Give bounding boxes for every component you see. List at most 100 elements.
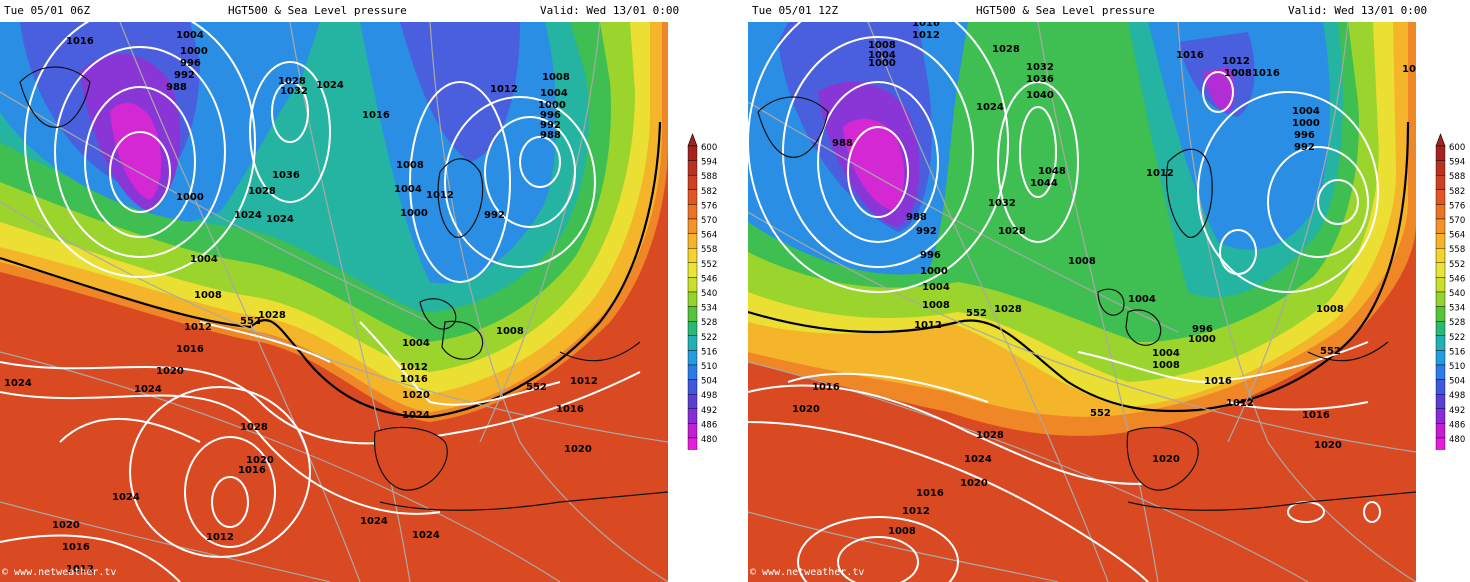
colorbar-swatch xyxy=(1435,437,1446,450)
svg-text:1008: 1008 xyxy=(868,40,896,51)
svg-text:1024: 1024 xyxy=(4,378,32,389)
chart-title: HGT500 & Sea Level pressure xyxy=(228,4,407,17)
colorbar-label: 564 xyxy=(1449,231,1465,241)
svg-text:1008: 1008 xyxy=(888,526,916,537)
colorbar-label: 564 xyxy=(701,231,717,241)
svg-text:1000: 1000 xyxy=(868,58,896,69)
svg-text:988: 988 xyxy=(906,212,927,223)
valid-time: Valid: Wed 13/01 0:00 xyxy=(1288,4,1428,17)
svg-text:10: 10 xyxy=(1402,64,1416,75)
svg-text:988: 988 xyxy=(166,82,187,93)
svg-text:1000: 1000 xyxy=(1188,334,1216,345)
svg-text:1028: 1028 xyxy=(976,430,1004,441)
colorbar-swatch xyxy=(687,145,698,161)
colorbar-swatch xyxy=(1435,218,1446,234)
colorbar-label: 570 xyxy=(701,216,717,226)
svg-text:1016: 1016 xyxy=(362,110,390,121)
svg-text:1020: 1020 xyxy=(402,390,430,401)
valid-time: Valid: Wed 13/01 0:00 xyxy=(540,4,680,17)
colorbar-label: 576 xyxy=(1449,201,1465,211)
svg-text:1024: 1024 xyxy=(976,102,1004,113)
colorbar-swatch xyxy=(687,175,698,191)
colorbar-swatch xyxy=(1435,247,1446,263)
svg-text:1032: 1032 xyxy=(1026,62,1054,73)
svg-text:996: 996 xyxy=(1294,130,1315,141)
svg-text:1008: 1008 xyxy=(496,326,524,337)
svg-text:1004: 1004 xyxy=(1292,106,1320,117)
svg-text:1028: 1028 xyxy=(258,310,286,321)
colorbar-swatch xyxy=(1435,423,1446,439)
colorbar-swatch xyxy=(1435,175,1446,191)
svg-text:1008: 1008 xyxy=(1224,68,1252,79)
svg-text:1000: 1000 xyxy=(920,266,948,277)
colorbar-swatch xyxy=(687,189,698,205)
svg-text:1016: 1016 xyxy=(912,22,940,29)
colorbar-swatch xyxy=(1435,350,1446,366)
colorbar-swatch xyxy=(1435,277,1446,293)
svg-text:1012: 1012 xyxy=(1226,398,1254,409)
svg-text:1004: 1004 xyxy=(176,30,204,41)
svg-text:1004: 1004 xyxy=(394,184,422,195)
colorbar-swatch xyxy=(1435,320,1446,336)
svg-text:1020: 1020 xyxy=(156,366,184,377)
colorbar-label: 480 xyxy=(701,435,717,445)
colorbar-label: 534 xyxy=(701,304,717,314)
colorbar-label: 594 xyxy=(701,158,717,168)
colorbar-swatch xyxy=(1435,364,1446,380)
colorbar-swatch xyxy=(1435,204,1446,220)
chart-title: HGT500 & Sea Level pressure xyxy=(976,4,1155,17)
svg-text:1000: 1000 xyxy=(400,208,428,219)
colorbar-label: 516 xyxy=(701,347,717,357)
colorbar-label: 582 xyxy=(1449,187,1465,197)
svg-text:1012: 1012 xyxy=(400,362,428,373)
svg-text:1020: 1020 xyxy=(1314,440,1342,451)
svg-text:1020: 1020 xyxy=(960,478,988,489)
colorbar-label: 600 xyxy=(1449,143,1465,153)
svg-text:996: 996 xyxy=(1192,324,1213,335)
colorbar-label: 492 xyxy=(1449,406,1465,416)
colorbar-label: 534 xyxy=(1449,304,1465,314)
svg-text:1012: 1012 xyxy=(914,320,942,331)
svg-text:1024: 1024 xyxy=(112,492,140,503)
colorbar-swatch xyxy=(1435,189,1446,205)
colorbar-swatch xyxy=(1435,160,1446,176)
colorbar-label: 558 xyxy=(1449,245,1465,255)
colorbar-label: 504 xyxy=(701,377,717,387)
svg-text:1008: 1008 xyxy=(1316,304,1344,315)
svg-text:1012: 1012 xyxy=(902,506,930,517)
svg-text:1016: 1016 xyxy=(916,488,944,499)
colorbar-swatch xyxy=(687,160,698,176)
svg-text:552: 552 xyxy=(240,316,261,327)
colorbar-label: 588 xyxy=(701,172,717,182)
colorbar-legend: 600 594 588 582 576 570 564 558 552 546 540 534 528 5… xyxy=(687,133,717,450)
colorbar-label: 546 xyxy=(1449,274,1465,284)
colorbar-swatch xyxy=(687,262,698,278)
colorbar-label: 570 xyxy=(1449,216,1465,226)
svg-text:1028: 1028 xyxy=(992,44,1020,55)
svg-text:1008: 1008 xyxy=(542,72,570,83)
colorbar-label: 486 xyxy=(1449,420,1465,430)
svg-text:1028: 1028 xyxy=(248,186,276,197)
colorbar-top-arrow xyxy=(1435,133,1446,147)
panel-header: Tue 05/01 12Z HGT500 & Sea Level pressur… xyxy=(748,0,1470,22)
colorbar-label: 516 xyxy=(1449,347,1465,357)
run-time: Tue 05/01 06Z xyxy=(4,4,91,17)
map-canvas: 1016 1004 1000 996 992 988 1028 1032 102… xyxy=(0,22,668,582)
svg-text:1024: 1024 xyxy=(316,80,344,91)
svg-text:1028: 1028 xyxy=(994,304,1022,315)
svg-text:988: 988 xyxy=(832,138,853,149)
svg-text:1016: 1016 xyxy=(238,465,266,476)
svg-text:1004: 1004 xyxy=(922,282,950,293)
svg-text:552: 552 xyxy=(1090,408,1111,419)
panel-right: Tue 05/01 12Z HGT500 & Sea Level pressur… xyxy=(748,0,1470,582)
colorbar-swatch xyxy=(687,364,698,380)
svg-text:1008: 1008 xyxy=(1152,360,1180,371)
svg-text:1036: 1036 xyxy=(1026,74,1054,85)
svg-text:1024: 1024 xyxy=(266,214,294,225)
colorbar-label: 582 xyxy=(701,187,717,197)
svg-text:1012: 1012 xyxy=(206,532,234,543)
colorbar-swatch xyxy=(687,335,698,351)
colorbar-label: 504 xyxy=(1449,377,1465,387)
colorbar-swatch xyxy=(1435,306,1446,322)
svg-text:1008: 1008 xyxy=(1068,256,1096,267)
